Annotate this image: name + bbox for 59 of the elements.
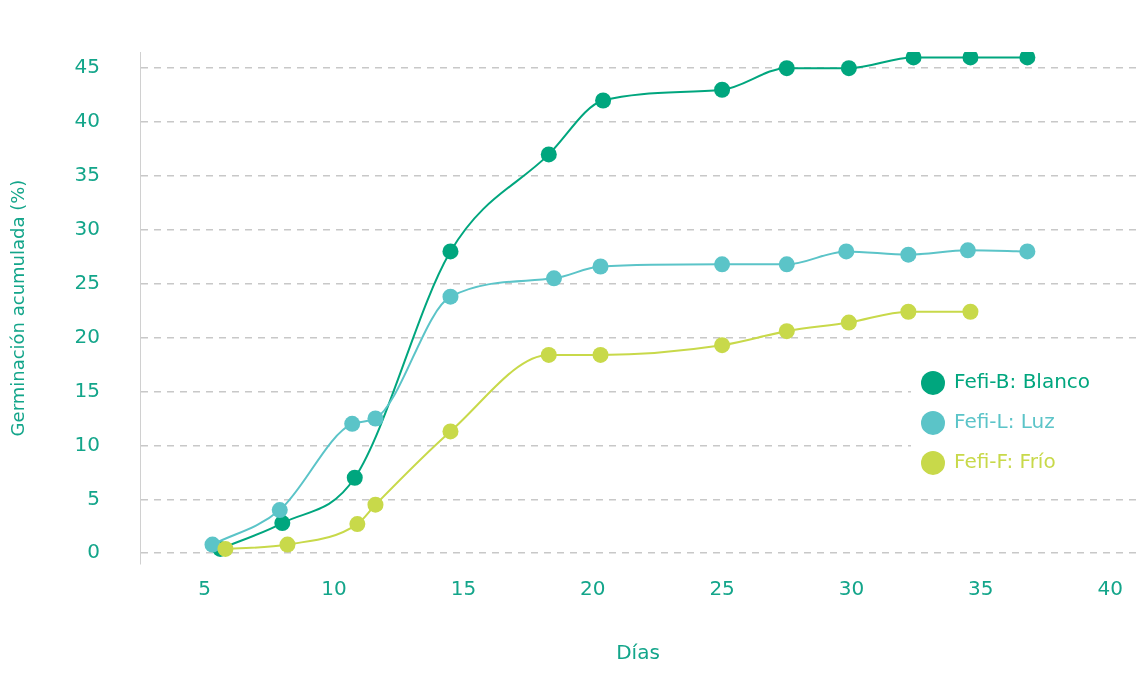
point <box>840 314 857 331</box>
point <box>346 469 363 486</box>
point <box>274 515 291 532</box>
point <box>778 60 795 77</box>
point <box>442 243 459 260</box>
y-tick-label: 25 <box>74 269 101 294</box>
y-tick-label: 45 <box>74 54 101 79</box>
x-tick-label: 30 <box>838 576 865 601</box>
x-tick-label: 10 <box>321 576 347 601</box>
point <box>595 92 612 109</box>
point <box>962 303 979 320</box>
point <box>344 415 361 432</box>
point <box>271 502 288 519</box>
legend-label: Fefi-F: Frío <box>954 449 1056 474</box>
y-tick-label: 5 <box>87 485 101 510</box>
point <box>367 496 384 513</box>
x-tick-label: 35 <box>968 576 994 601</box>
x-tick-label: 5 <box>198 576 212 601</box>
point <box>592 258 609 275</box>
point <box>1019 243 1036 260</box>
x-axis-title: Días <box>616 640 660 665</box>
point <box>592 346 609 363</box>
x-tick-label: 25 <box>709 576 735 601</box>
point <box>905 52 922 66</box>
point <box>1019 52 1036 66</box>
point <box>900 303 917 320</box>
point <box>840 60 857 77</box>
point <box>349 516 366 533</box>
legend-label: Fefi-L: Luz <box>954 409 1055 434</box>
y-tick-label: 15 <box>74 377 101 402</box>
point <box>442 423 459 440</box>
point <box>838 243 855 260</box>
x-tick-label: 20 <box>580 576 606 601</box>
point <box>279 536 296 553</box>
point <box>714 337 731 354</box>
point <box>367 410 384 427</box>
point <box>900 246 917 263</box>
x-tick-label: 15 <box>450 576 477 601</box>
point <box>540 346 557 363</box>
point <box>204 536 221 553</box>
point <box>778 323 795 340</box>
point <box>714 256 731 273</box>
y-tick-label: 40 <box>74 108 101 133</box>
y-axis-title: Germinación acumulada (%) <box>7 179 29 437</box>
y-tick-label: 30 <box>74 216 101 241</box>
point <box>545 270 562 287</box>
y-tick-label: 0 <box>87 539 101 564</box>
y-tick-label: 20 <box>74 323 101 348</box>
point <box>714 81 731 98</box>
y-tick-label: 10 <box>74 431 101 456</box>
point <box>442 288 459 305</box>
point <box>217 540 234 557</box>
point <box>540 146 557 163</box>
point <box>959 242 976 259</box>
y-tick-label: 35 <box>74 162 101 187</box>
x-tick-label: 40 <box>1097 576 1123 601</box>
point <box>778 256 795 273</box>
legend-label: Fefi-B: Blanco <box>954 369 1091 394</box>
point <box>962 52 979 66</box>
